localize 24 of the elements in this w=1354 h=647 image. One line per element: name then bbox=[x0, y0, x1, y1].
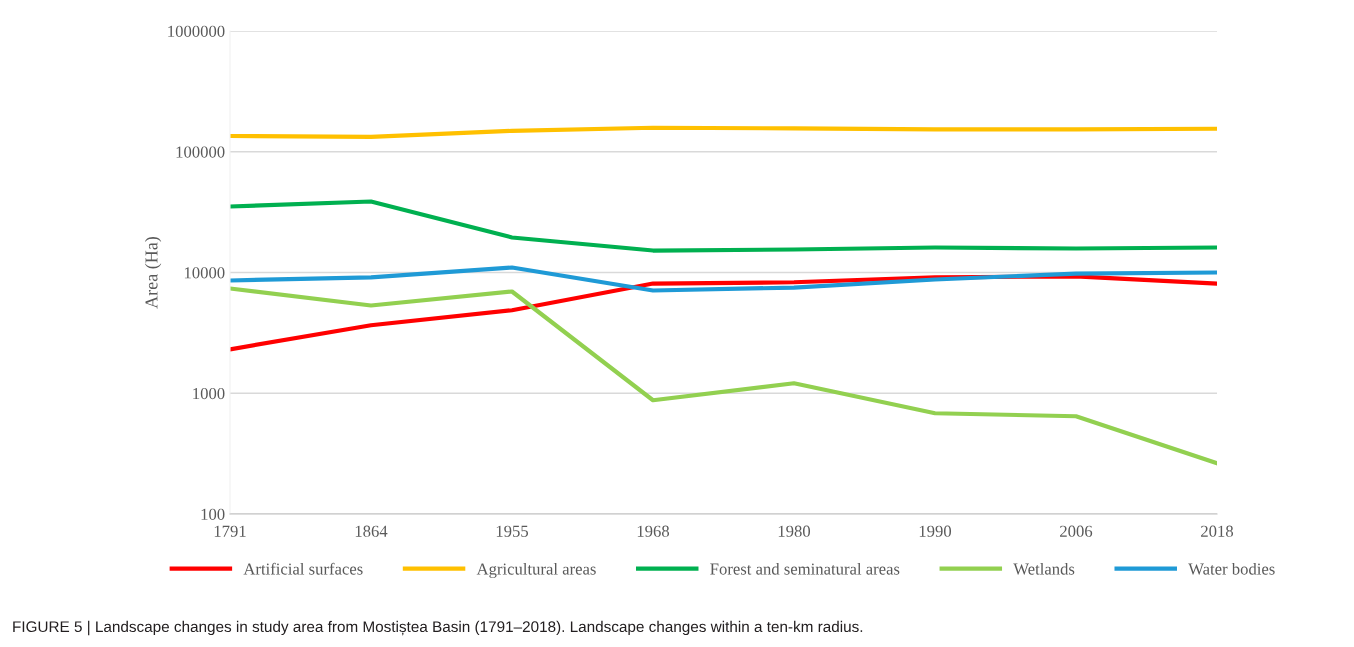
legend-label: Agricultural areas bbox=[476, 562, 596, 579]
y-tick-label: 100000 bbox=[176, 146, 225, 158]
line-series bbox=[230, 125, 1217, 139]
legend-label: Artificial surfaces bbox=[243, 562, 363, 575]
x-tick-label: 1955 bbox=[496, 525, 529, 537]
x-tick-label: 1990 bbox=[919, 525, 952, 537]
x-tick-label: 2018 bbox=[1201, 525, 1234, 537]
x-tick-label: 1980 bbox=[778, 525, 811, 537]
legend-label: Wetlands bbox=[1013, 562, 1075, 575]
y-tick-label: 100 bbox=[201, 508, 225, 520]
line-series bbox=[230, 199, 1217, 253]
x-tick-label: 1864 bbox=[355, 525, 388, 537]
y-tick-label: 1000 bbox=[193, 387, 225, 400]
x-tick-label: 2006 bbox=[1060, 525, 1093, 537]
caption: FIGURE 5 | Landscape changes in study area from Mostiștea Basin (1791–2018). Landscape changes within a ten-km radius. bbox=[13, 620, 863, 636]
x-tick-label: 1968 bbox=[637, 525, 670, 537]
x-tick-label: 1791 bbox=[214, 525, 246, 537]
legend-label: Forest and seminatural areas bbox=[710, 562, 900, 575]
y-tick-label: 10000 bbox=[184, 267, 225, 279]
y-axis-title: Area (Ha) bbox=[144, 236, 162, 309]
legend-label: Water bodies bbox=[1188, 562, 1275, 575]
line-series bbox=[230, 286, 1217, 466]
line-series bbox=[230, 265, 1217, 293]
y-tick-label: 1000000 bbox=[168, 25, 225, 37]
